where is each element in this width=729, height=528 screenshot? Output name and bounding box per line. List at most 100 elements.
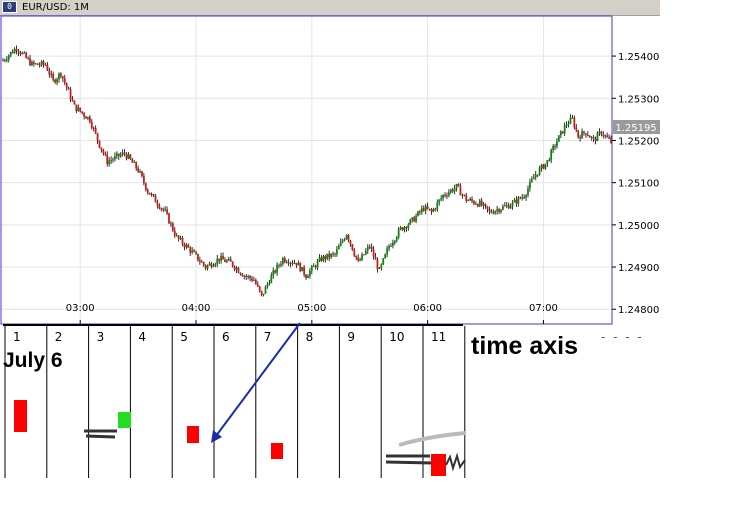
candle	[534, 170, 537, 181]
candle-body	[455, 183, 458, 189]
candle-body	[69, 89, 72, 100]
candle-body	[229, 259, 232, 262]
candle-body	[270, 275, 273, 283]
candle-body	[102, 150, 105, 154]
candle-body	[293, 262, 296, 264]
candle	[380, 263, 383, 271]
candle-body	[536, 174, 539, 176]
candle	[202, 261, 205, 268]
candle-body	[467, 200, 470, 202]
candle	[114, 152, 116, 162]
candle	[285, 259, 288, 264]
candle-body	[253, 279, 255, 281]
candle-body	[542, 164, 545, 169]
candle-body	[552, 146, 554, 150]
candle	[579, 134, 582, 142]
candle-body	[125, 153, 128, 159]
candle-body	[366, 246, 369, 251]
candle	[428, 208, 431, 211]
candle	[245, 274, 248, 280]
candle-body	[409, 219, 412, 225]
candle-body	[108, 160, 111, 165]
candle-body	[98, 140, 101, 148]
candle-body	[436, 202, 439, 209]
current-price-label: 1.25195	[615, 123, 656, 134]
candle-body	[177, 235, 180, 239]
candle	[193, 248, 195, 253]
candle	[430, 208, 433, 215]
candle	[527, 185, 529, 198]
candle	[152, 193, 155, 197]
candle	[198, 256, 201, 265]
candle	[361, 252, 363, 261]
candle-body	[364, 250, 367, 255]
candle	[532, 173, 535, 180]
candle	[189, 246, 192, 257]
candle	[289, 261, 292, 268]
candle-body	[251, 278, 253, 281]
current-price-badge: 1.25195	[613, 120, 660, 134]
x-tick-label: 07:00	[529, 303, 558, 314]
candle	[233, 265, 236, 272]
candle	[500, 209, 502, 214]
annotation-arrow-head	[211, 430, 222, 443]
candle-body	[581, 131, 583, 139]
candle	[170, 221, 172, 228]
candle	[467, 199, 470, 202]
candle	[135, 161, 138, 171]
candle-body	[391, 242, 394, 246]
candle	[100, 147, 103, 153]
candle-body	[307, 276, 309, 279]
candle-body	[15, 49, 18, 51]
candle-body	[502, 206, 504, 210]
candle-body	[376, 259, 379, 269]
candle	[544, 163, 547, 170]
candle-body	[318, 257, 321, 262]
candle-body	[197, 253, 199, 261]
candle-body	[388, 246, 390, 249]
chart-window-icon[interactable]: 0	[2, 1, 17, 13]
candle	[98, 140, 101, 149]
red-marker-slot-7	[271, 443, 283, 459]
candle-body	[27, 57, 29, 59]
candle	[480, 197, 483, 207]
candle-body	[264, 286, 267, 294]
candle-body	[173, 230, 176, 236]
candle	[496, 205, 499, 215]
candle	[154, 193, 157, 203]
time-axis-label: time axis	[471, 332, 579, 360]
candle	[586, 131, 589, 137]
candle-body	[575, 127, 578, 131]
candle-body	[36, 63, 39, 65]
candle-body	[353, 250, 356, 256]
candle-body	[71, 99, 74, 101]
candle	[403, 225, 406, 233]
candle-body	[154, 195, 157, 203]
candle-body	[67, 87, 70, 90]
candle	[370, 243, 373, 253]
candle-body	[411, 217, 414, 220]
candle-body	[280, 263, 282, 266]
candle	[463, 194, 466, 197]
candle	[187, 243, 190, 248]
candle-body	[117, 153, 120, 157]
candle-body	[372, 249, 375, 257]
candle	[318, 254, 321, 262]
candle	[235, 266, 238, 274]
candle-body	[538, 168, 541, 175]
candle-body	[40, 61, 43, 66]
candle	[260, 290, 263, 297]
candle	[413, 215, 416, 222]
candle-body	[158, 205, 161, 209]
candle	[542, 163, 545, 170]
candle	[227, 256, 230, 262]
candle-body	[588, 135, 591, 138]
candle-body	[214, 263, 217, 266]
candle-body	[349, 240, 352, 245]
candle	[127, 152, 130, 160]
candle	[474, 201, 477, 205]
candle	[461, 193, 464, 199]
candle	[575, 124, 578, 133]
candle	[148, 192, 151, 195]
candle-body	[585, 133, 587, 135]
